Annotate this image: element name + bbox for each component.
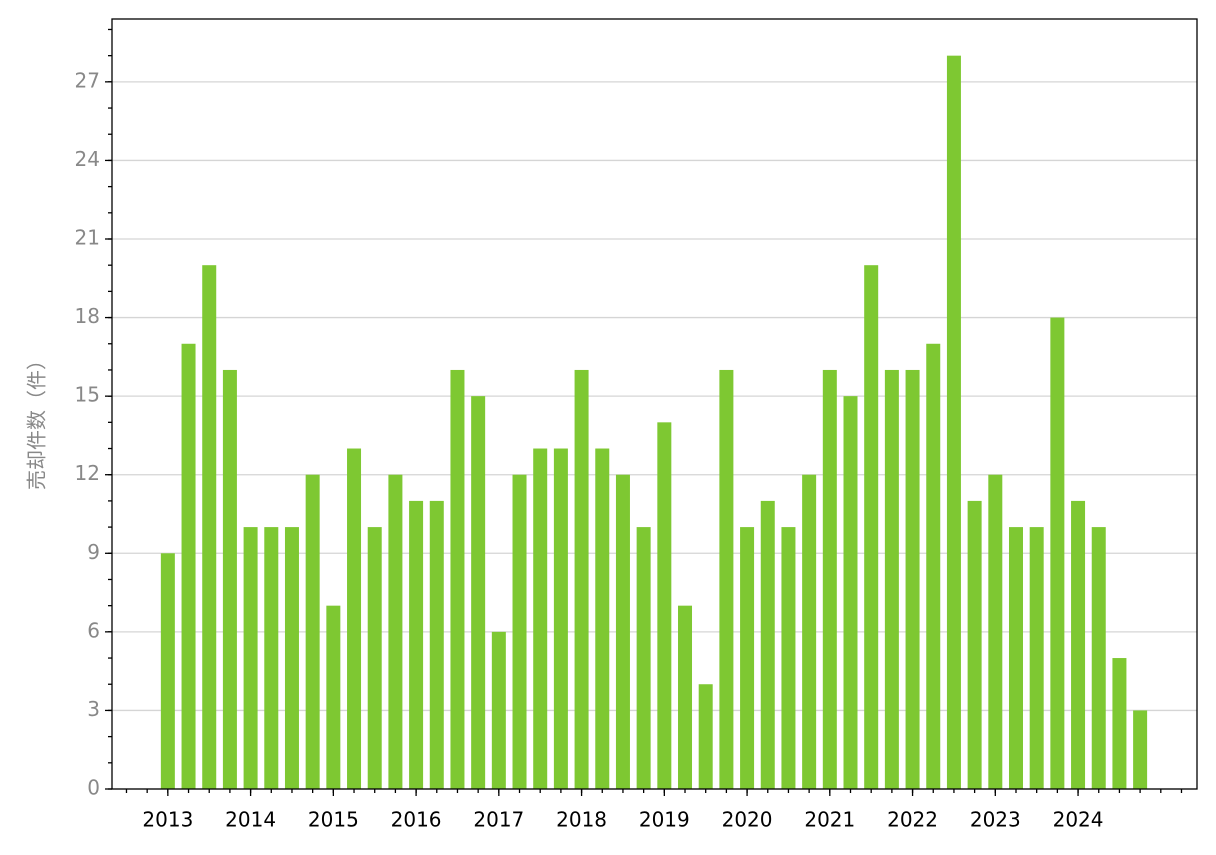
bar — [284, 527, 299, 789]
bar — [264, 527, 279, 789]
bar — [698, 684, 713, 789]
bar — [533, 448, 548, 789]
bar — [471, 396, 486, 789]
bar — [1050, 317, 1065, 789]
bar — [678, 605, 693, 789]
bar — [1112, 658, 1127, 789]
y-tick-label: 27 — [75, 68, 100, 92]
bar — [202, 265, 217, 789]
x-tick-label: 2015 — [308, 808, 359, 832]
y-axis-label: 売却件数（件） — [25, 350, 49, 490]
bar — [822, 369, 837, 789]
y-tick-label: 6 — [87, 618, 100, 642]
y-tick-label: 15 — [75, 383, 100, 407]
bar — [719, 369, 734, 789]
bar — [347, 448, 362, 789]
bar — [388, 474, 403, 789]
bar — [657, 422, 672, 789]
y-tick-label: 9 — [87, 540, 100, 564]
bar — [843, 396, 858, 789]
x-tick-label: 2014 — [225, 808, 276, 832]
y-tick-label: 18 — [75, 304, 100, 328]
x-tick-label: 2013 — [142, 808, 193, 832]
bar — [1008, 527, 1023, 789]
x-tick-label: 2016 — [391, 808, 442, 832]
bar — [636, 527, 651, 789]
bar — [160, 553, 175, 789]
x-tick-label: 2017 — [473, 808, 524, 832]
bar — [367, 527, 382, 789]
bar — [553, 448, 568, 789]
bar — [326, 605, 341, 789]
bar — [429, 500, 444, 789]
x-tick-label: 2018 — [556, 808, 607, 832]
x-tick-label: 2024 — [1053, 808, 1104, 832]
bar — [222, 369, 237, 789]
bar — [1091, 527, 1106, 789]
bar — [926, 343, 941, 789]
bar — [946, 55, 961, 789]
bar — [491, 631, 506, 789]
bar — [595, 448, 610, 789]
bar — [1133, 710, 1148, 789]
bar — [905, 369, 920, 789]
x-tick-label: 2020 — [722, 808, 773, 832]
bar — [967, 500, 982, 789]
plot-frame — [111, 18, 1198, 790]
bar — [760, 500, 775, 789]
bar — [781, 527, 796, 789]
y-tick-label: 0 — [87, 776, 100, 800]
x-tick-label: 2023 — [970, 808, 1021, 832]
bar — [305, 474, 320, 789]
bar — [1071, 500, 1086, 789]
bar — [884, 369, 899, 789]
bar — [740, 527, 755, 789]
y-tick-label: 3 — [87, 697, 100, 721]
bar — [512, 474, 527, 789]
y-tick-label: 12 — [75, 461, 100, 485]
y-tick-label: 21 — [75, 226, 100, 250]
x-tick-label: 2019 — [639, 808, 690, 832]
bar — [1029, 527, 1044, 789]
x-tick-label: 2021 — [804, 808, 855, 832]
bar — [574, 369, 589, 789]
bar — [450, 369, 465, 789]
y-tick-label: 24 — [75, 147, 100, 171]
x-tick-label: 2022 — [887, 808, 938, 832]
bar — [615, 474, 630, 789]
bar — [409, 500, 424, 789]
bar — [864, 265, 879, 789]
bar — [243, 527, 258, 789]
bar — [988, 474, 1003, 789]
bar — [181, 343, 196, 789]
bar — [802, 474, 817, 789]
